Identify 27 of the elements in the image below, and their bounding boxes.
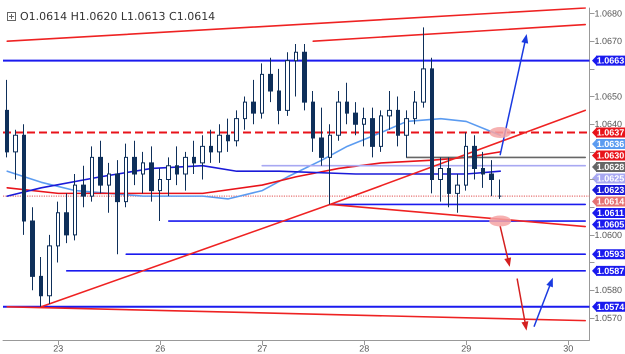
ref-line-label: 1.0637 — [596, 128, 624, 138]
x-tick-label: 29 — [461, 344, 472, 354]
legend-label: 1.0630 — [596, 150, 624, 160]
y-tick-label: 1.0600 — [594, 230, 622, 240]
x-tick-label: 30 — [563, 344, 574, 354]
y-tick-label: 1.0650 — [594, 92, 622, 102]
legend-label: 1.0623 — [596, 185, 624, 195]
ref-line-label: 1.0574 — [596, 302, 624, 312]
y-tick-label: 1.0580 — [594, 285, 622, 296]
y-tick-label: 1.0680 — [594, 8, 622, 19]
y-tick-label: 1.0640 — [594, 119, 622, 130]
x-tick-label: 23 — [53, 344, 64, 354]
x-tick-label: 26 — [155, 344, 166, 354]
legend-label: 1.0611 — [596, 208, 624, 218]
x-tick-label: 27 — [257, 344, 268, 354]
annotation: O1.0614 H1.0620 L1.0613 C1.0614 — [20, 10, 216, 23]
legend-label: 1.0628 — [596, 162, 624, 172]
legend-label: 1.0625 — [596, 174, 624, 184]
y-tick-label: 1.0570 — [594, 312, 622, 323]
ref-line-label: 1.0614 — [596, 196, 624, 206]
y-tick-label: 1.0670 — [594, 36, 622, 46]
legend-label: 1.0593 — [596, 249, 624, 260]
legend-label: 1.0636 — [596, 139, 624, 149]
legend-label: 1.0587 — [596, 266, 624, 276]
ref-line-label: 1.0663 — [596, 56, 624, 66]
legend-label: 1.0605 — [596, 220, 624, 230]
x-tick-label: 28 — [359, 344, 370, 354]
